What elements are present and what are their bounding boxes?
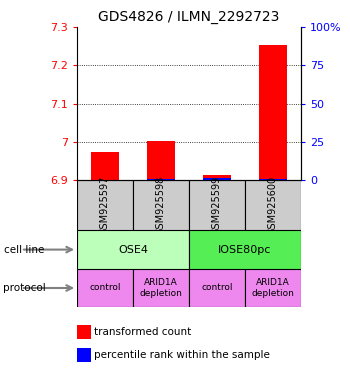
Bar [189, 269, 245, 307]
Text: cell line: cell line [4, 245, 44, 255]
Text: protocol: protocol [4, 283, 46, 293]
Bar [189, 180, 245, 230]
Bar [147, 179, 175, 180]
Bar [259, 179, 287, 180]
Text: control: control [201, 283, 233, 293]
Bar [77, 230, 189, 269]
Text: ARID1A
depletion: ARID1A depletion [140, 278, 182, 298]
Title: GDS4826 / ILMN_2292723: GDS4826 / ILMN_2292723 [98, 10, 280, 25]
Bar [133, 269, 189, 307]
Text: GSM925600: GSM925600 [268, 176, 278, 235]
Text: transformed count: transformed count [94, 327, 192, 337]
Bar [259, 45, 287, 180]
Bar [203, 175, 231, 180]
Text: control: control [89, 283, 121, 293]
Bar [147, 141, 175, 180]
Bar [203, 178, 231, 180]
Text: GSM925598: GSM925598 [156, 176, 166, 235]
Bar [133, 180, 189, 230]
Bar [245, 269, 301, 307]
Bar [189, 230, 301, 269]
Bar [77, 269, 133, 307]
Bar [91, 152, 119, 180]
Text: OSE4: OSE4 [118, 245, 148, 255]
Bar [77, 180, 133, 230]
Text: GSM925599: GSM925599 [212, 176, 222, 235]
Text: GSM925597: GSM925597 [100, 176, 110, 235]
Text: IOSE80pc: IOSE80pc [218, 245, 272, 255]
Text: percentile rank within the sample: percentile rank within the sample [94, 350, 270, 360]
Bar [245, 180, 301, 230]
Text: ARID1A
depletion: ARID1A depletion [252, 278, 294, 298]
